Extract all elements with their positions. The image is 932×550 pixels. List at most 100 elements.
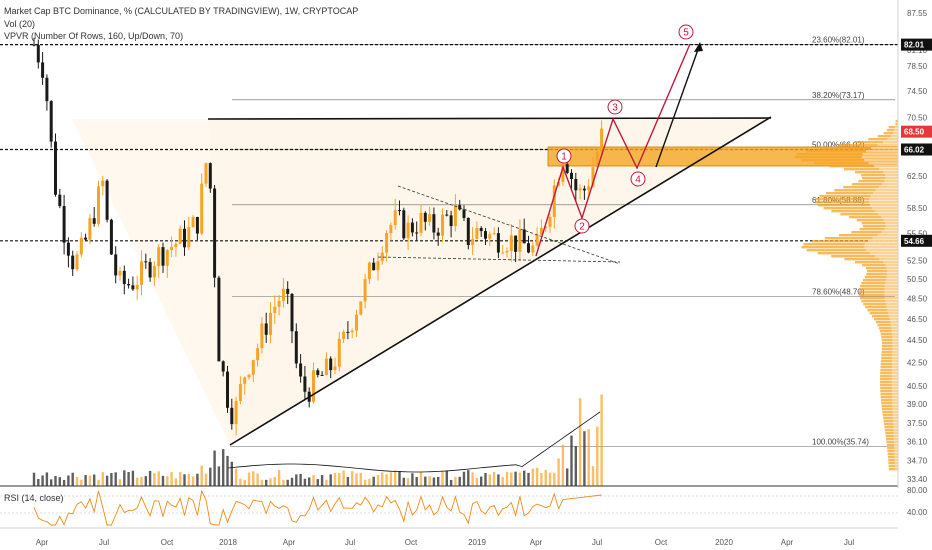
volume-profile-bar-down xyxy=(864,159,898,162)
volume-profile-bar xyxy=(886,441,898,444)
candle-body xyxy=(256,348,260,361)
arrow-head xyxy=(694,42,703,52)
volume-profile-bar xyxy=(887,453,898,456)
candle-body xyxy=(200,183,204,234)
volume-bar xyxy=(37,478,40,486)
volume-profile-bar xyxy=(881,339,898,342)
price-tick-label: 58.50 xyxy=(907,204,928,213)
candle-body xyxy=(49,101,53,142)
volume-bar xyxy=(540,473,543,486)
volume-profile-bar xyxy=(831,210,898,213)
candle-body xyxy=(187,227,191,248)
rsi-line xyxy=(33,489,602,526)
volume-bar xyxy=(415,477,418,486)
price-tick-label: 42.50 xyxy=(907,358,928,367)
volume-profile-bar xyxy=(877,324,898,327)
volume-profile-bar xyxy=(794,156,898,159)
candle-body xyxy=(152,266,156,278)
volume-bar xyxy=(295,474,298,486)
volume-bar xyxy=(282,479,285,486)
volume-profile-bar xyxy=(881,345,898,348)
volume-profile-bar xyxy=(880,375,898,378)
volume-profile-bar-down xyxy=(891,333,898,336)
time-tick-label: Apr xyxy=(283,538,296,547)
volume-profile-bar-down xyxy=(888,315,898,318)
candle-body xyxy=(367,262,371,280)
price-tick-label: 44.50 xyxy=(907,336,928,345)
candle-body xyxy=(165,250,169,266)
volume-profile-bar-down xyxy=(892,405,898,408)
volume-bar xyxy=(600,394,603,486)
volume-bar xyxy=(480,476,483,486)
volume-profile-bar-down xyxy=(879,258,898,261)
volume-bar xyxy=(269,478,272,486)
volume-profile-bar xyxy=(862,279,898,282)
volume-bar xyxy=(505,471,509,486)
volume-profile-bar xyxy=(844,168,898,171)
candle-body xyxy=(269,312,272,335)
volume-profile-bar xyxy=(824,237,898,240)
candle-body xyxy=(127,284,131,286)
volume-profile-bar xyxy=(840,213,898,216)
volume-profile-bar xyxy=(880,360,898,363)
candle-body xyxy=(135,284,139,290)
volume-profile-bar-down xyxy=(894,450,898,453)
candle-body xyxy=(380,252,384,262)
volume-profile-bar-down xyxy=(885,279,898,282)
volume-profile-bar xyxy=(881,402,898,405)
wave-label-circle xyxy=(630,171,646,187)
volume-bar xyxy=(153,473,156,486)
candle-body xyxy=(505,250,509,253)
time-tick-label: 2019 xyxy=(468,538,486,547)
candle-body xyxy=(320,374,324,376)
volume-profile-bar xyxy=(859,285,898,288)
volume-profile-bar-down xyxy=(892,339,898,342)
volume-bar xyxy=(471,472,474,486)
price-marker-label: 82.01 xyxy=(904,41,925,50)
price-tick-label: 78.50 xyxy=(907,62,928,71)
volume-profile-bar xyxy=(806,150,898,153)
volume-bar xyxy=(338,473,341,486)
volume-profile-bar xyxy=(856,219,898,222)
volume-profile-bar-down xyxy=(890,135,898,138)
candle-body xyxy=(574,179,578,191)
volume-profile-bar xyxy=(861,174,898,177)
price-tick-label: 34.70 xyxy=(907,457,928,466)
volume-profile-bar xyxy=(838,144,898,147)
candle-body xyxy=(105,180,109,220)
candle-body xyxy=(385,233,389,253)
volume-profile-bar xyxy=(879,381,898,384)
volume-bar xyxy=(93,474,96,486)
volume-profile-bar-down xyxy=(884,285,898,288)
volume-profile-bar-down xyxy=(892,411,898,414)
volume-bar xyxy=(239,478,242,486)
candle-body xyxy=(462,209,466,218)
volume-bar xyxy=(566,468,569,486)
volume-profile-bar-down xyxy=(868,162,898,165)
volume-profile-bar-down xyxy=(886,306,898,309)
volume-bar xyxy=(50,479,53,486)
volume-bar xyxy=(523,470,526,486)
volume-bar xyxy=(424,476,427,486)
volume-profile-bar-down xyxy=(872,237,898,240)
volume-bar xyxy=(226,455,229,486)
candle-body xyxy=(509,235,513,251)
volume-bar xyxy=(54,476,57,486)
candle-body xyxy=(591,167,595,187)
volume-profile-bar-down xyxy=(891,330,898,333)
volume-profile-bar xyxy=(880,390,898,393)
volume-bar xyxy=(363,479,367,486)
volume-bar xyxy=(290,477,294,486)
volume-profile-bar xyxy=(864,276,898,279)
triangle-shading xyxy=(72,119,771,445)
volume-profile xyxy=(794,120,898,471)
candle-body xyxy=(350,330,354,333)
candle-body xyxy=(170,246,174,251)
volume-profile-bar xyxy=(851,183,898,186)
candle-body xyxy=(234,400,238,425)
volume-profile-bar xyxy=(859,294,898,297)
candle-body xyxy=(329,358,333,371)
volume-profile-bar xyxy=(886,438,898,441)
volume-profile-bar-down xyxy=(885,303,898,306)
volume-profile-bar xyxy=(881,348,898,351)
